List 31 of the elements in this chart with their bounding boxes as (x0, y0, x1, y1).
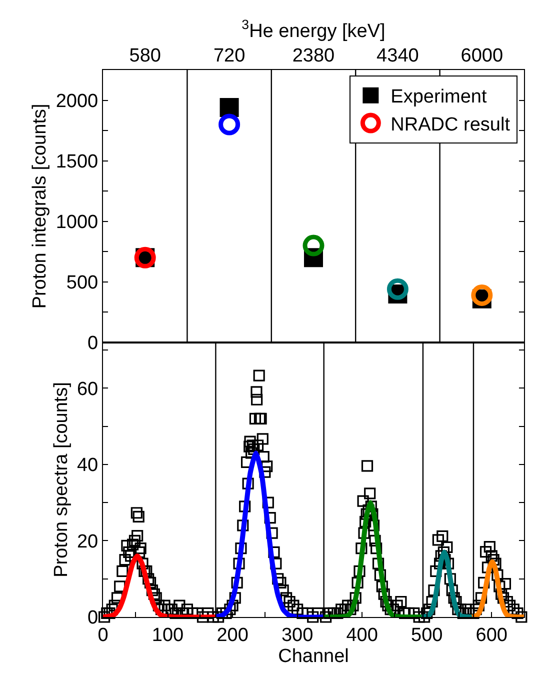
x-tick-label: 500 (411, 624, 443, 646)
y-tick-label: 40 (76, 455, 98, 476)
x2-axis-title: $^{3}$He energy [keV] (242, 17, 386, 42)
y-tick-label: 2000 (56, 90, 98, 112)
x-axis-title: Channel (278, 646, 349, 667)
y-tick-label: 20 (76, 531, 98, 552)
point (302, 234, 324, 256)
point (386, 278, 408, 300)
x-tick-label: 400 (346, 624, 378, 646)
legend-label: Experiment (390, 86, 488, 108)
legend-label: NRADC result (390, 114, 511, 136)
x-tick-label: 580 (129, 45, 161, 66)
x-tick-label: 4340 (376, 45, 419, 66)
point (220, 98, 239, 118)
y-tick-label: 1000 (56, 212, 98, 233)
x-tick-label: 100 (152, 624, 184, 646)
y-tick-label: 0 (88, 333, 98, 354)
x-tick-label: 720 (213, 45, 246, 66)
x-tick-label: 6000 (460, 45, 504, 66)
y-tick-label: 60 (76, 378, 98, 400)
y-tick-label: 500 (66, 272, 98, 294)
x-tick-label: 2380 (292, 45, 335, 66)
point (471, 284, 493, 306)
y-tick-label: 1500 (56, 151, 98, 172)
x-tick-label: 300 (281, 624, 314, 646)
y-axis-title: Proton spectra [counts] (50, 382, 72, 578)
x-tick-label: 600 (476, 624, 508, 646)
y-axis-title: Proton integrals [counts] (30, 104, 51, 309)
y-tick-label: 0 (88, 608, 98, 629)
x-tick-label: 200 (216, 624, 248, 646)
point (218, 114, 240, 136)
